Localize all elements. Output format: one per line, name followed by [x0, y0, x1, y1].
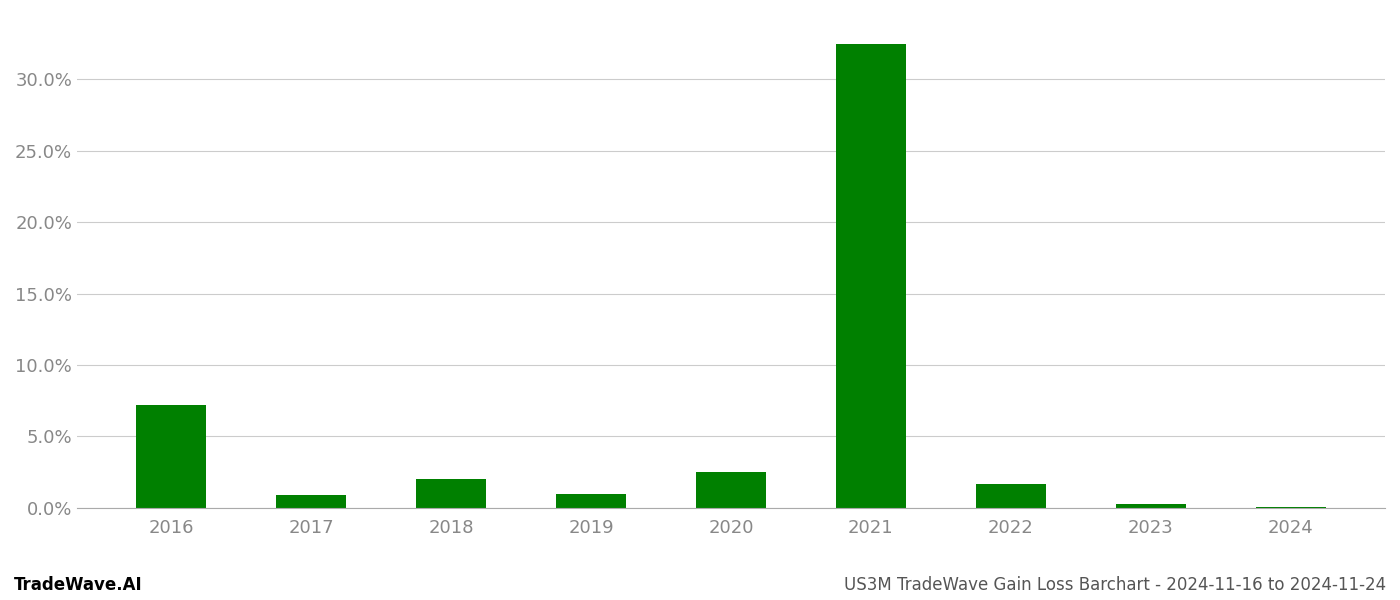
Bar	[556, 494, 626, 508]
Bar	[276, 495, 346, 508]
Bar	[1116, 503, 1186, 508]
Bar	[1256, 507, 1326, 508]
Text: TradeWave.AI: TradeWave.AI	[14, 576, 143, 594]
Bar	[136, 405, 206, 508]
Bar	[976, 484, 1046, 508]
Text: US3M TradeWave Gain Loss Barchart - 2024-11-16 to 2024-11-24: US3M TradeWave Gain Loss Barchart - 2024…	[844, 576, 1386, 594]
Bar	[696, 472, 766, 508]
Bar	[416, 479, 486, 508]
Bar	[836, 44, 906, 508]
